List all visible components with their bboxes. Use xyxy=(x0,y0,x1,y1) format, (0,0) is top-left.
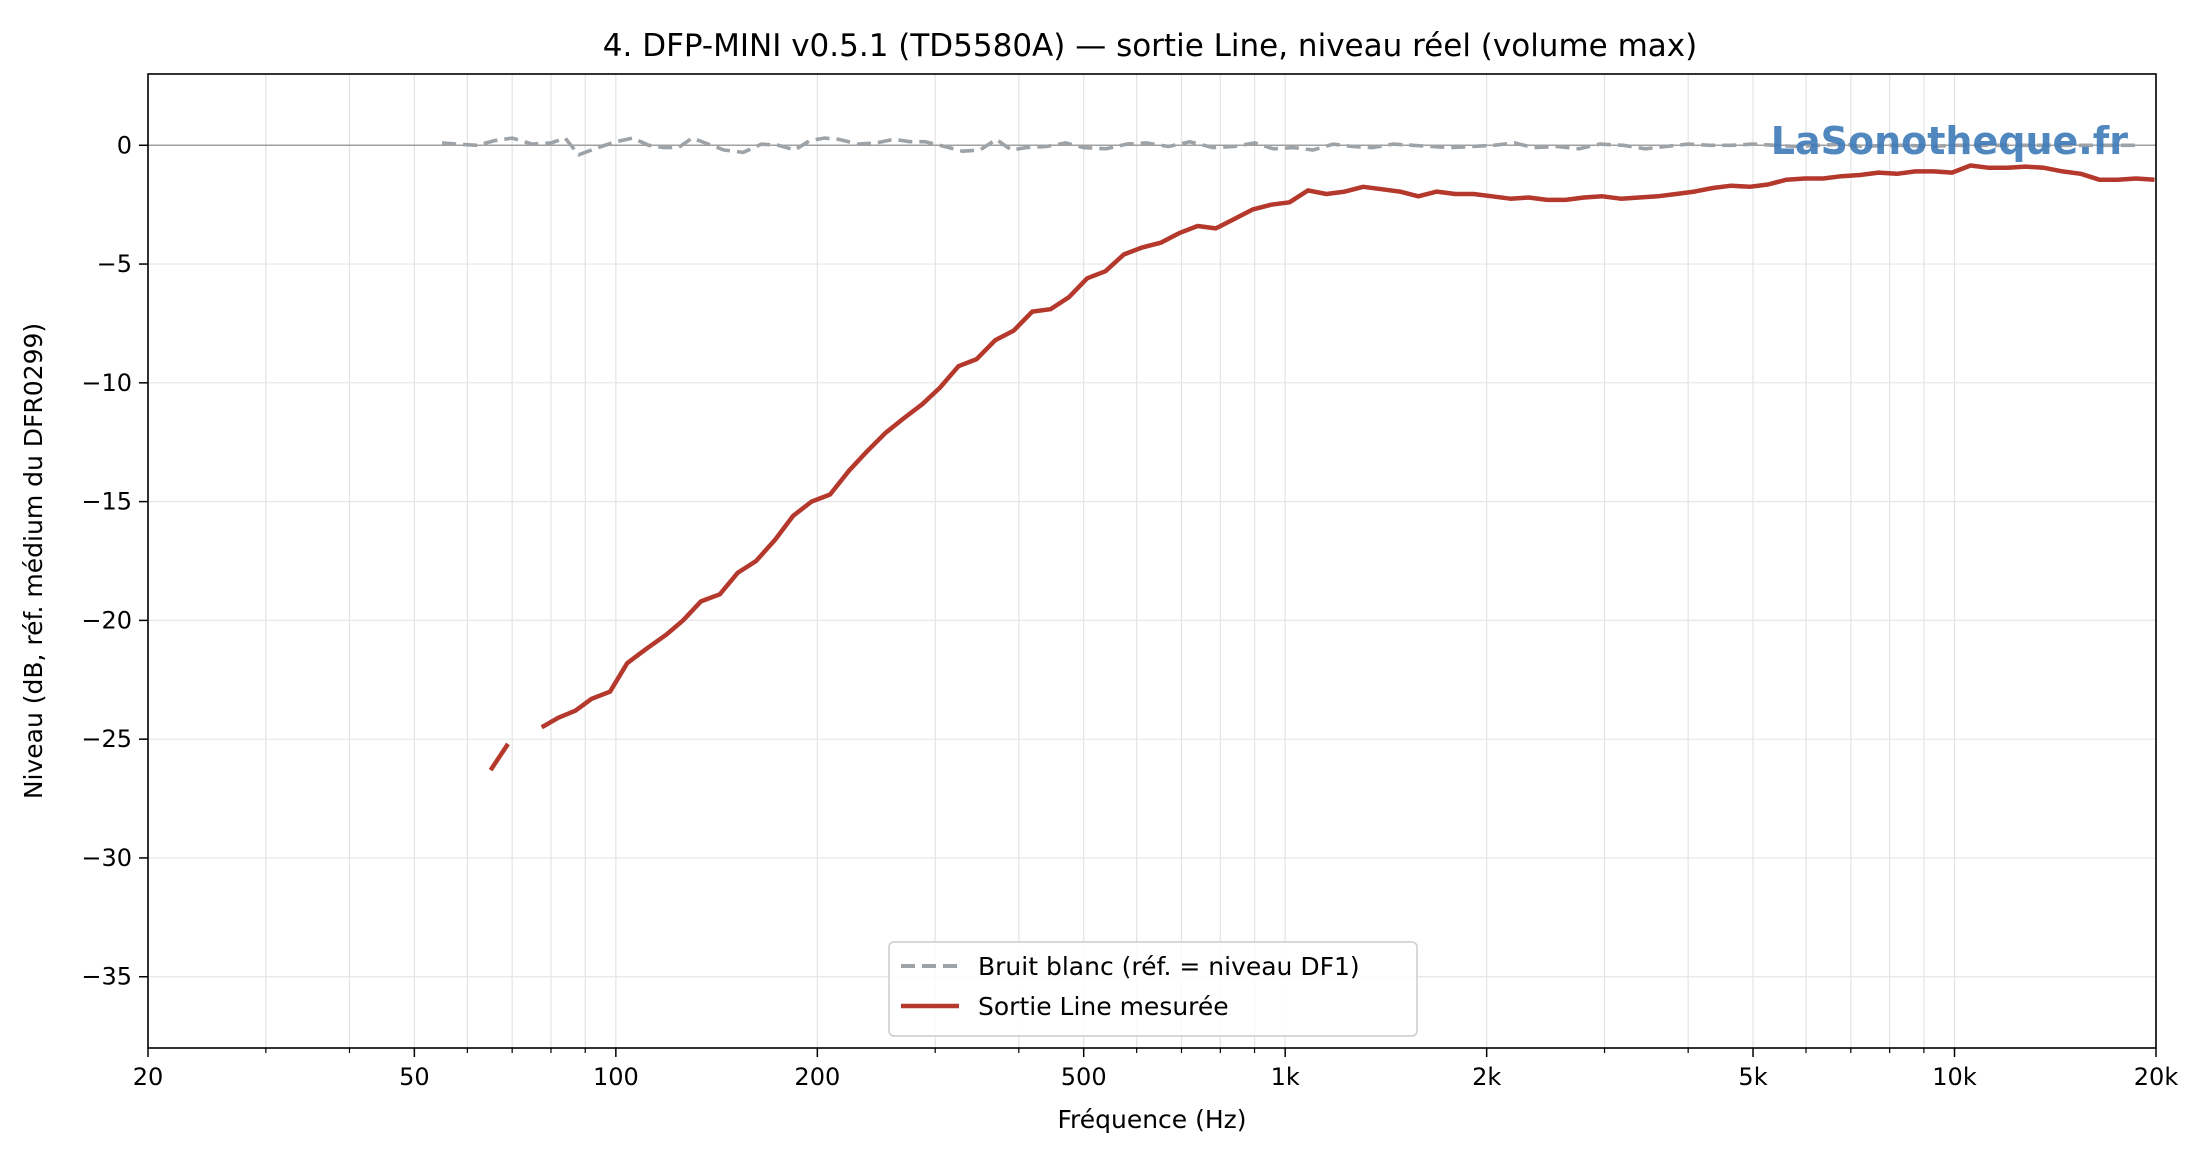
x-axis-label: Fréquence (Hz) xyxy=(1057,1105,1246,1134)
x-tick-label: 100 xyxy=(593,1063,639,1091)
y-tick-label: −10 xyxy=(81,369,132,397)
y-axis-label: Niveau (dB, réf. médium du DFR0299) xyxy=(19,323,48,799)
legend: Bruit blanc (réf. = niveau DF1) Sortie L… xyxy=(888,941,1418,1037)
legend-box xyxy=(888,941,1418,1037)
series-line-line-output-segment-0 xyxy=(488,742,510,772)
x-tick-label: 50 xyxy=(399,1063,430,1091)
x-tick-label: 20 xyxy=(133,1063,164,1091)
x-tick-label: 10k xyxy=(1932,1063,1977,1091)
watermark-logo: LaSonotheque.fr xyxy=(1771,119,2128,163)
series-line-white-noise xyxy=(441,136,2142,157)
x-tick-label: 500 xyxy=(1061,1063,1107,1091)
x-tick-label: 200 xyxy=(794,1063,840,1091)
y-tick-label: −20 xyxy=(81,606,132,634)
legend-label-white-noise: Bruit blanc (réf. = niveau DF1) xyxy=(978,952,1360,981)
y-tick-label: −5 xyxy=(97,250,132,278)
series-line-line-output-segment-1 xyxy=(540,163,2155,730)
series-layer xyxy=(441,136,2155,772)
x-tick-label: 1k xyxy=(1271,1063,1300,1091)
y-tick-label: −35 xyxy=(81,963,132,991)
y-tick-label: −30 xyxy=(81,844,132,872)
x-tick-label: 20k xyxy=(2134,1063,2179,1091)
ticks: 20 50 100 200 500 1k 2k 5k 10k 20k 0 −5 −10 −15 −20 −25… xyxy=(81,131,2178,1091)
legend-label-line-output: Sortie Line mesurée xyxy=(978,992,1229,1021)
x-tick-label: 5k xyxy=(1738,1063,1767,1091)
x-tick-label: 2k xyxy=(1472,1063,1501,1091)
grid xyxy=(147,74,2157,1048)
y-tick-label: −25 xyxy=(81,725,132,753)
y-tick-label: 0 xyxy=(117,131,132,159)
y-tick-label: −15 xyxy=(81,488,132,516)
plot-frame xyxy=(147,73,2157,1049)
chart-title: 4. DFP-MINI v0.5.1 (TD5580A) — sortie Li… xyxy=(603,28,1697,64)
